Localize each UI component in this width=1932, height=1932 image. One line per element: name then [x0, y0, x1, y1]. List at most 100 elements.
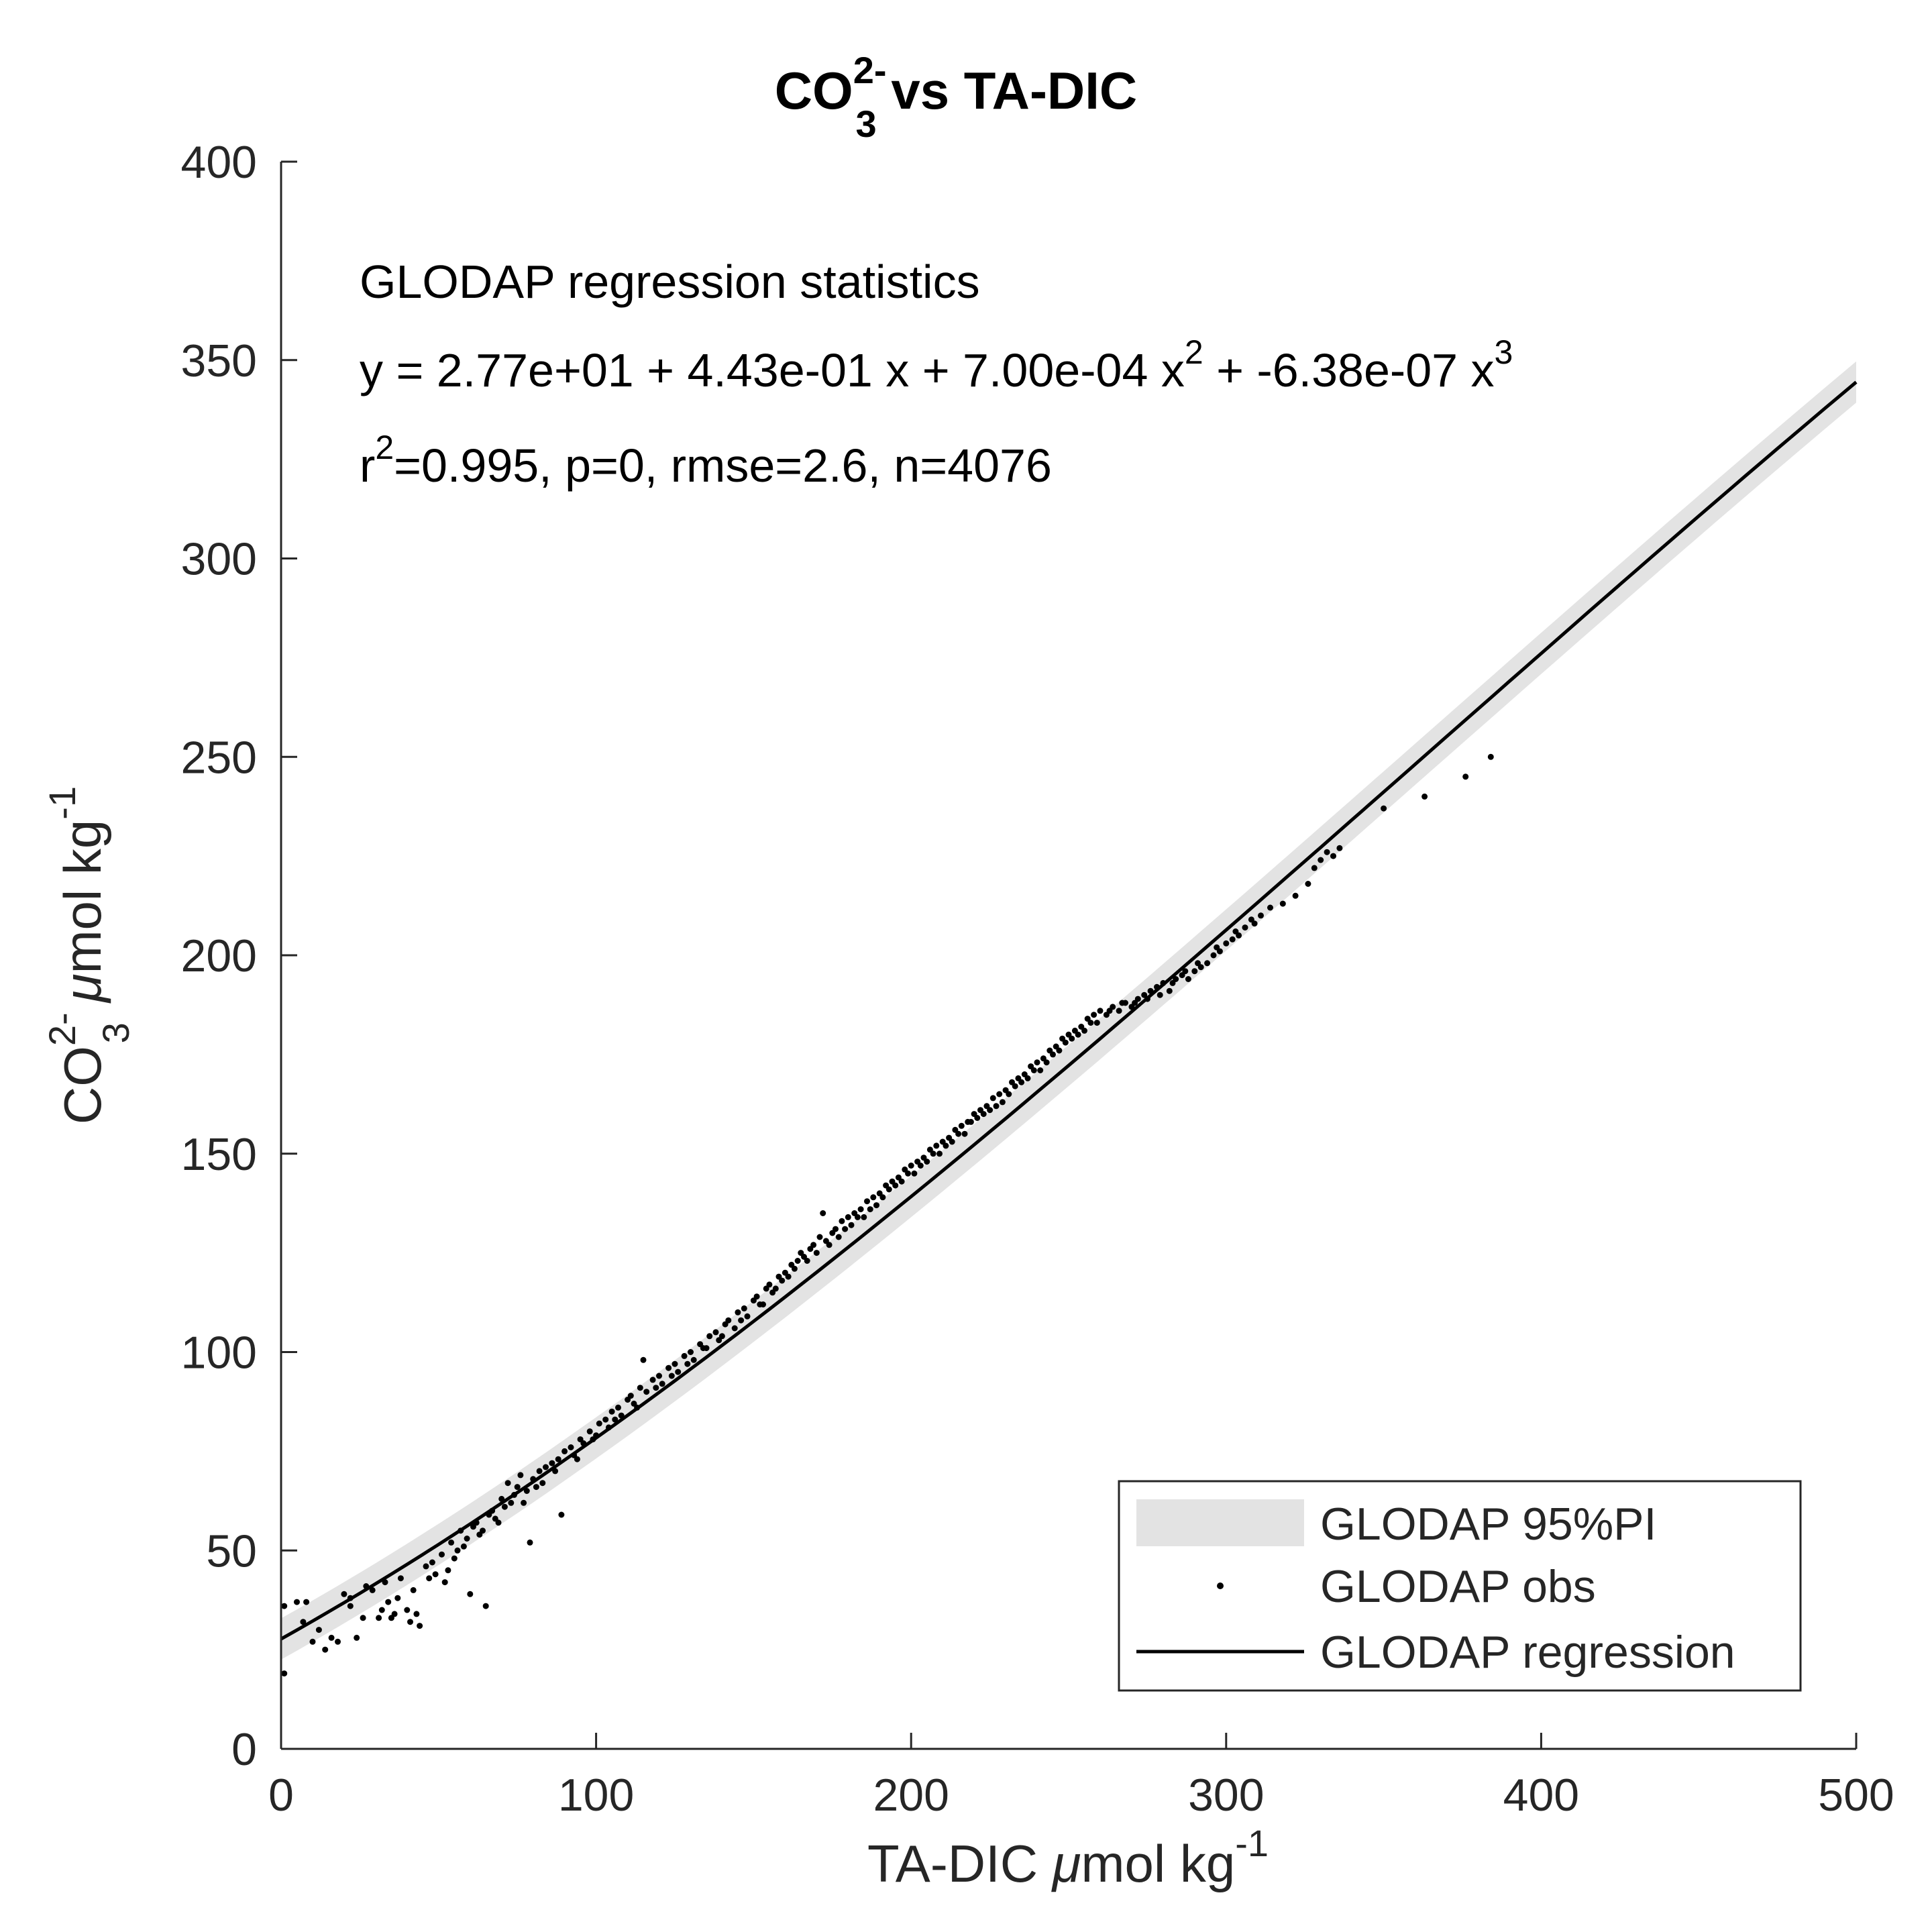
y-tick-label: 200 — [181, 930, 257, 981]
obs-point — [561, 1448, 568, 1454]
obs-point — [1210, 952, 1217, 959]
stats-heading: GLODAP regression statistics — [360, 256, 980, 308]
obs-point — [347, 1603, 354, 1609]
prediction-interval-band — [281, 361, 1856, 1660]
obs-point — [543, 1464, 549, 1470]
obs-point — [549, 1460, 555, 1466]
obs-point — [523, 1488, 530, 1494]
obs-point — [974, 1115, 981, 1121]
obs-point — [1279, 900, 1286, 907]
obs-point — [423, 1563, 429, 1570]
obs-point — [439, 1551, 445, 1558]
obs-point — [1043, 1059, 1050, 1066]
obs-point — [665, 1364, 672, 1371]
y-axis-label: CO2- 3μmol kg-1 — [41, 786, 137, 1124]
y-tick-label: 400 — [181, 137, 257, 188]
obs-point — [602, 1416, 609, 1423]
obs-point — [1012, 1083, 1018, 1089]
obs-point — [517, 1472, 524, 1479]
obs-point — [615, 1404, 621, 1411]
obs-point — [848, 1222, 855, 1228]
obs-point — [672, 1360, 678, 1367]
obs-point — [1421, 793, 1428, 800]
obs-point — [813, 1250, 820, 1256]
obs-point — [867, 1206, 873, 1213]
obs-point — [1242, 924, 1248, 931]
obs-point — [533, 1484, 539, 1491]
obs-point — [640, 1356, 647, 1363]
y-ticks: 0 50 100 150 200 250 300 350 400 — [181, 137, 297, 1775]
regression-statistics: GLODAP regression statistics y = 2.77e+0… — [360, 256, 1513, 492]
obs-point — [967, 1118, 974, 1125]
obs-point — [908, 1163, 914, 1169]
obs-point — [738, 1317, 745, 1324]
obs-point — [1318, 857, 1324, 863]
obs-point — [826, 1242, 833, 1248]
obs-point — [1195, 960, 1201, 967]
x-tick-label: 200 — [873, 1770, 949, 1821]
obs-point — [514, 1484, 521, 1491]
obs-point — [1182, 968, 1189, 975]
obs-point — [612, 1416, 619, 1423]
obs-point — [958, 1122, 965, 1129]
x-ticks: 0 100 200 300 400 500 — [268, 1733, 1894, 1821]
obs-point — [772, 1285, 779, 1292]
obs-point — [448, 1539, 455, 1546]
obs-point — [328, 1634, 335, 1641]
obs-point — [1062, 1039, 1069, 1046]
legend-label-obs: GLODAP obs — [1320, 1561, 1596, 1612]
obs-point — [495, 1519, 502, 1526]
obs-point — [690, 1356, 697, 1363]
obs-point — [454, 1547, 461, 1554]
obs-point — [1251, 920, 1258, 927]
legend-swatch-pi — [1136, 1499, 1304, 1546]
obs-point — [810, 1242, 817, 1248]
obs-point — [744, 1313, 751, 1320]
obs-point — [924, 1159, 930, 1165]
obs-point — [480, 1527, 486, 1534]
obs-point — [684, 1360, 691, 1367]
obs-point — [586, 1428, 593, 1435]
obs-point — [394, 1595, 401, 1601]
obs-point — [785, 1273, 792, 1280]
obs-point — [766, 1281, 773, 1288]
obs-point — [558, 1511, 565, 1518]
obs-point — [467, 1591, 474, 1597]
obs-point — [842, 1226, 849, 1232]
obs-point — [445, 1567, 451, 1574]
obs-point — [1037, 1067, 1044, 1073]
obs-point — [568, 1444, 574, 1450]
obs-point — [281, 1670, 288, 1677]
obs-point — [649, 1377, 656, 1383]
obs-point — [360, 1615, 366, 1621]
obs-point — [1093, 1020, 1100, 1026]
obs-point — [688, 1349, 694, 1355]
obs-point — [527, 1539, 533, 1546]
obs-point — [741, 1305, 747, 1311]
obs-point — [955, 1130, 962, 1137]
obs-point — [725, 1317, 732, 1324]
obs-point — [391, 1611, 398, 1617]
obs-point — [980, 1111, 987, 1118]
obs-point — [1081, 1027, 1087, 1034]
obs-point — [1050, 1051, 1056, 1058]
obs-point — [1305, 881, 1311, 887]
obs-point — [870, 1194, 877, 1201]
chart-title: CO2-3 vs TA-DIC — [775, 49, 1138, 145]
obs-point — [816, 1234, 823, 1240]
obs-point — [1229, 936, 1236, 943]
obs-point — [993, 1103, 1000, 1110]
obs-point — [608, 1408, 615, 1415]
obs-point — [1381, 805, 1387, 812]
obs-point — [804, 1258, 810, 1264]
obs-point — [820, 1210, 826, 1216]
obs-point — [933, 1142, 940, 1149]
obs-point — [1258, 912, 1264, 919]
obs-point — [378, 1607, 385, 1613]
obs-point — [961, 1130, 968, 1137]
obs-point — [879, 1194, 886, 1201]
obs-point — [309, 1638, 316, 1645]
obs-point — [779, 1277, 786, 1284]
obs-point — [410, 1587, 417, 1593]
x-tick-label: 500 — [1818, 1770, 1894, 1821]
